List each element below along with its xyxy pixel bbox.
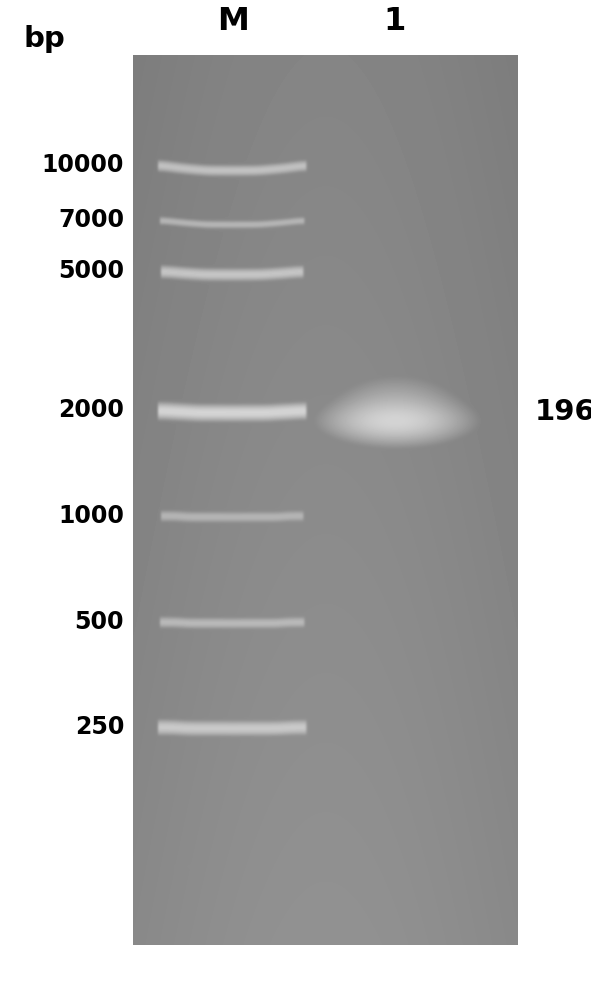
Text: 5000: 5000 xyxy=(58,259,124,283)
Text: 250: 250 xyxy=(74,715,124,739)
Text: 10000: 10000 xyxy=(42,153,124,177)
Text: 7000: 7000 xyxy=(58,208,124,232)
Text: bp: bp xyxy=(24,25,66,53)
Text: 500: 500 xyxy=(74,610,124,634)
Text: 2000: 2000 xyxy=(59,398,124,422)
Text: M: M xyxy=(217,6,249,37)
Text: 1: 1 xyxy=(383,6,405,37)
Text: 1000: 1000 xyxy=(59,504,124,528)
Text: 1968: 1968 xyxy=(535,398,591,426)
